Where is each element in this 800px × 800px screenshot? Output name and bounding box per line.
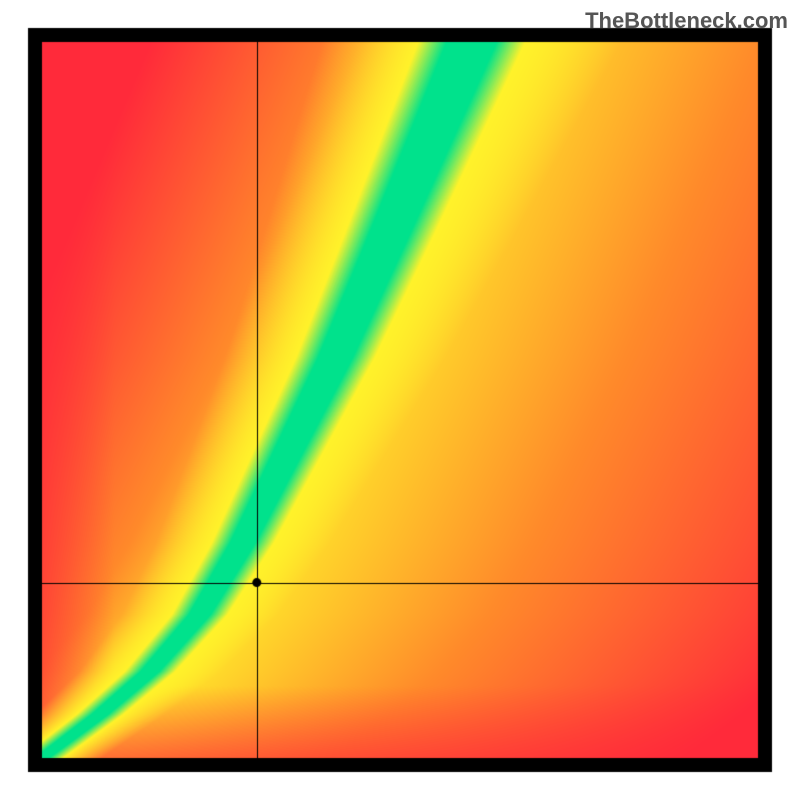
chart-container: TheBottleneck.com: [0, 0, 800, 800]
watermark-text: TheBottleneck.com: [585, 8, 788, 34]
heatmap-canvas: [0, 0, 800, 800]
